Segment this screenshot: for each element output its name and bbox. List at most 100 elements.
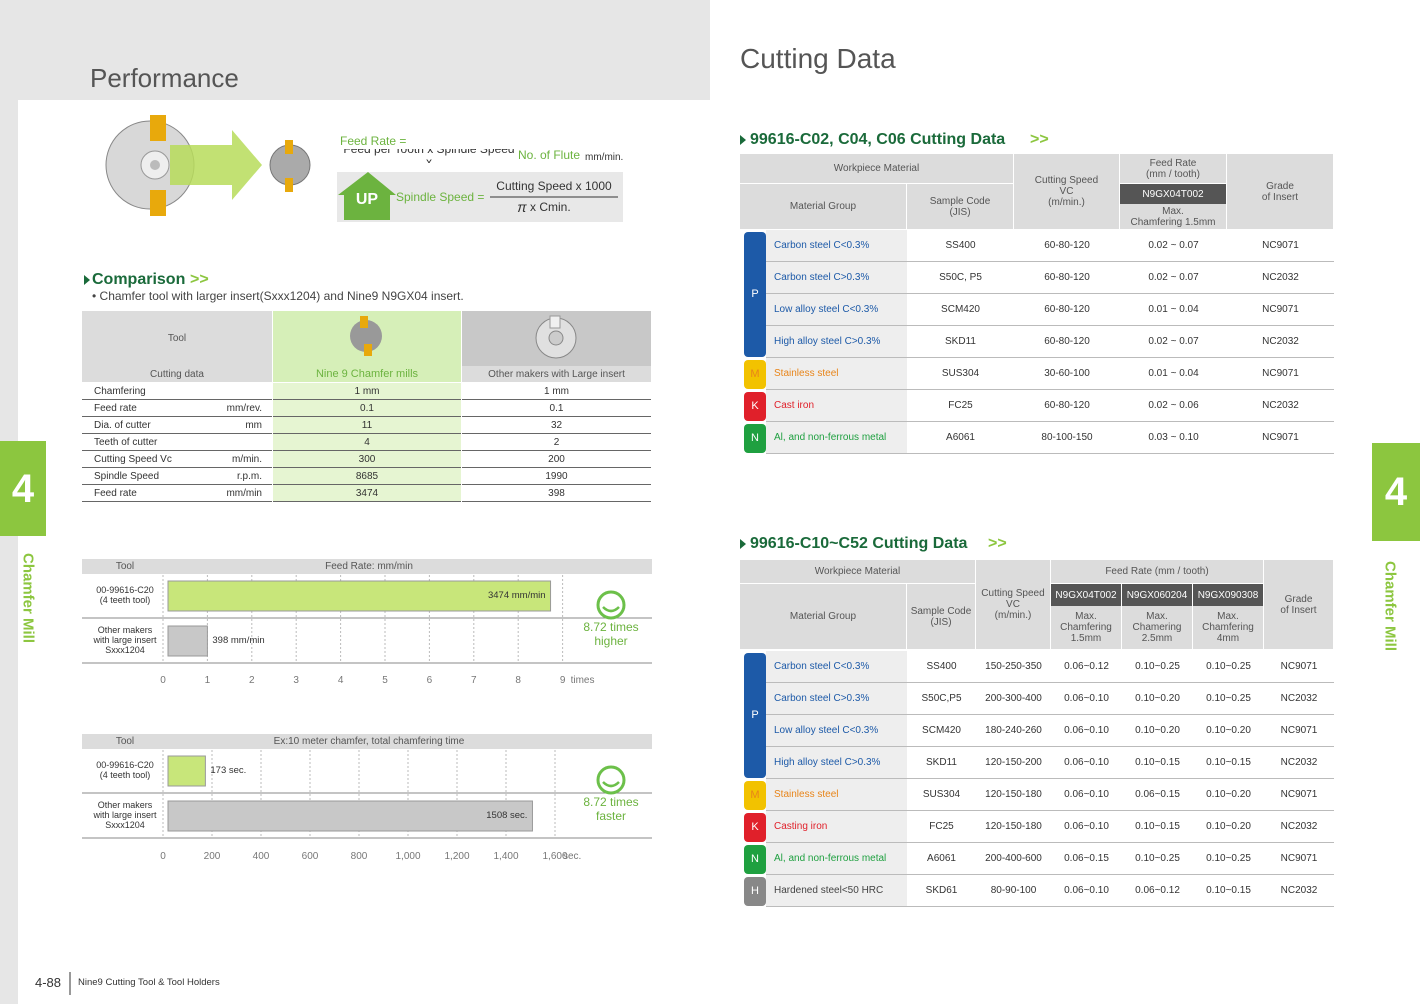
- data-cell: 60-80-120: [1014, 390, 1120, 422]
- page-title: Cutting Data: [740, 42, 896, 74]
- bar-label: 1508 sec.: [486, 809, 528, 821]
- data-cell: S50C,P5: [907, 683, 976, 715]
- data-cell: NC9071: [1264, 843, 1334, 875]
- data-cell: NC9071: [1264, 715, 1334, 747]
- heading-marker: [740, 135, 746, 145]
- th-insert: N9GX090308: [1193, 584, 1264, 606]
- group-code: P: [751, 708, 759, 721]
- result-word: faster: [595, 810, 626, 824]
- x-tick-label: 800: [350, 850, 368, 862]
- heading-arrow: >>: [190, 271, 209, 289]
- row-nine9: 8685: [273, 468, 461, 485]
- th: Max. Chamfering 1.5mm: [1120, 204, 1227, 230]
- row-other: 1 mm: [462, 383, 651, 400]
- table-head: [82, 311, 272, 366]
- data-cell: SUS304: [907, 358, 1014, 390]
- data-cell: 0.06~0.12: [1122, 875, 1193, 907]
- data-cell: NC9071: [1264, 779, 1334, 811]
- x-tick-label: 3: [293, 674, 299, 686]
- chart-head: [82, 734, 652, 749]
- data-cell: 120-150-200: [976, 747, 1051, 779]
- data-cell: SCM420: [907, 715, 976, 747]
- row-nine9: 300: [273, 451, 461, 468]
- x-tick-label: 2: [249, 674, 255, 686]
- row-spacer: [200, 383, 272, 400]
- row-nine9: 1 mm: [273, 383, 461, 400]
- group-code: M: [750, 367, 760, 380]
- data-cell: NC2032: [1227, 390, 1334, 422]
- chart-head-title: Feed Rate: mm/min: [325, 561, 413, 572]
- th: Max. Chamfering 1.5mm: [1051, 606, 1122, 650]
- data-cell: NC2032: [1227, 326, 1334, 358]
- data-cell: SKD11: [907, 326, 1014, 358]
- data-cell: NC2032: [1227, 262, 1334, 294]
- x-tick-label: 1,600: [542, 850, 568, 862]
- row-spacer: [200, 434, 272, 451]
- material: Al, and non-ferrous metal: [766, 843, 907, 875]
- th: Grade of Insert: [1264, 560, 1334, 650]
- data-cell: 0.10~0.20: [1122, 715, 1193, 747]
- data-cell: NC2032: [1264, 875, 1334, 907]
- row-other: 1990: [462, 468, 651, 485]
- material: Al, and non-ferrous metal: [766, 422, 907, 454]
- data-cell: SUS304: [907, 779, 976, 811]
- note: • Chamfer tool with larger insert(Sxxx12…: [92, 290, 464, 304]
- x-tick-label: 200: [203, 850, 221, 862]
- section-heading: 99616-C10~C52 Cutting Data: [750, 535, 968, 553]
- bar-label: 3474 mm/min: [487, 589, 546, 601]
- up-arrow: [338, 172, 396, 220]
- data-cell: 0.10~0.25: [1193, 843, 1264, 875]
- row-unit: mm: [245, 420, 262, 431]
- insert-image: [350, 316, 382, 356]
- denominator: x Cmin.: [530, 201, 571, 215]
- formula-unit: mm/min.: [585, 151, 624, 163]
- data-cell: SKD61: [907, 875, 976, 907]
- data-cell: 0.02 ~ 0.07: [1120, 326, 1227, 358]
- heading-marker: [84, 275, 90, 285]
- row-nine9: 4: [273, 434, 461, 451]
- data-cell: 0.10~0.25: [1193, 683, 1264, 715]
- chart-head-tool: Tool: [115, 736, 135, 747]
- row-nine9: 11: [273, 417, 461, 434]
- th-insert: N9GX060204: [1122, 584, 1193, 606]
- bar: [167, 580, 552, 612]
- row-name: Spindle Speed: [82, 468, 212, 485]
- material: Hardened steel<50 HRC: [766, 875, 907, 907]
- data-cell: 60-80-120: [1014, 326, 1120, 358]
- th: Grade of Insert: [1227, 154, 1334, 230]
- section-heading: Comparison: [92, 271, 186, 289]
- material: Carbon steel C>0.3%: [766, 262, 907, 294]
- row-nine9: 0.1: [273, 400, 461, 417]
- numerator: Cutting Speed x 1000: [496, 179, 612, 194]
- data-cell: S50C, P5: [907, 262, 1014, 294]
- data-cell: 0.02 ~ 0.07: [1120, 230, 1227, 262]
- row-spacer: [200, 451, 272, 468]
- group-bar: [744, 781, 766, 810]
- data-cell: 60-80-120: [1014, 294, 1120, 326]
- group-bar: [744, 232, 766, 357]
- bar: [167, 800, 533, 832]
- material: Stainless steel: [766, 779, 907, 811]
- data-cell: 0.06~0.10: [1051, 683, 1122, 715]
- tab-right: [1372, 443, 1420, 541]
- x-tick-label: 0: [160, 674, 166, 686]
- data-cell: NC9071: [1264, 651, 1334, 683]
- group-bar: [744, 360, 766, 389]
- data-cell: 0.06~0.10: [1051, 811, 1122, 843]
- spindle-label: Spindle Speed =: [396, 190, 485, 205]
- data-cell: NC9071: [1227, 358, 1334, 390]
- row-nine9: 3474: [273, 485, 461, 502]
- group-bar: [744, 424, 766, 453]
- group-code: N: [751, 431, 759, 444]
- data-cell: 0.10~0.20: [1122, 683, 1193, 715]
- data-cell: 0.06~0.15: [1051, 843, 1122, 875]
- data-cell: 150-250-350: [976, 651, 1051, 683]
- left-sheet: [18, 100, 710, 1004]
- x-tick-label: 9: [559, 674, 566, 686]
- tab-number: 4: [11, 466, 35, 511]
- row-unit: r.p.m.: [236, 471, 262, 482]
- th: Cutting Speed VC (m/min.): [1014, 154, 1120, 230]
- table-head: Tool: [167, 333, 187, 344]
- data-cell: SCM420: [907, 294, 1014, 326]
